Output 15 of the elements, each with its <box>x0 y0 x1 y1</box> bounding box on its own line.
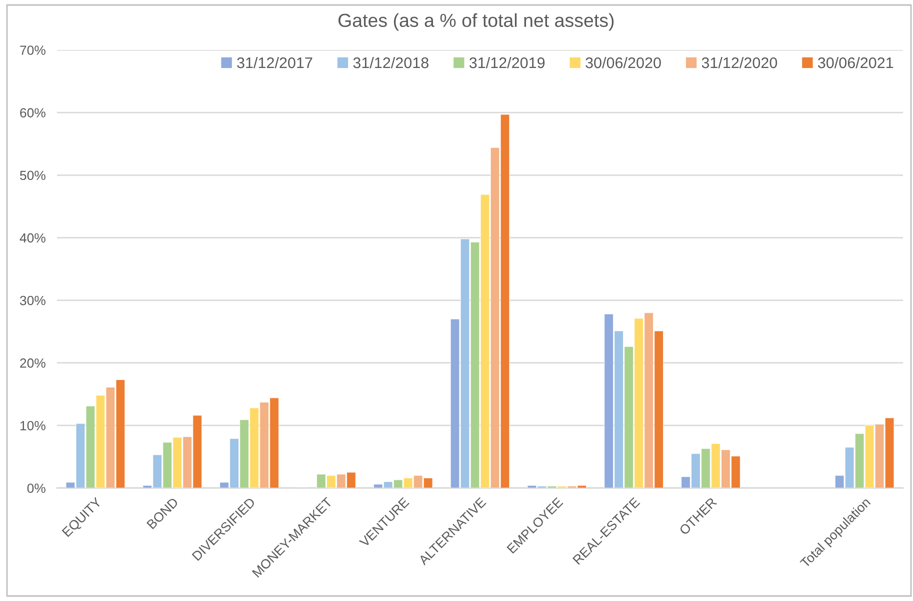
legend-label: 30/06/2020 <box>586 56 661 68</box>
y-tick-label: 40% <box>20 233 46 243</box>
legend-label: 31/12/2017 <box>237 56 312 68</box>
legend-label: 30/06/2021 <box>818 56 894 68</box>
y-tick-label: 10% <box>20 420 46 430</box>
y-tick-label: 60% <box>20 108 46 118</box>
y-tick-label: 70% <box>20 46 46 55</box>
y-tick-label: 0% <box>27 484 46 493</box>
legend-label: 31/12/2020 <box>702 56 778 68</box>
y-tick-label: 20% <box>20 358 46 368</box>
y-tick-label: 50% <box>20 170 46 180</box>
legend-label: 31/12/2018 <box>353 56 428 68</box>
y-tick-label: 30% <box>20 296 46 306</box>
chart-title: Gates (as a % of total net assets) <box>338 13 614 31</box>
legend-label: 31/12/2019 <box>469 56 545 68</box>
